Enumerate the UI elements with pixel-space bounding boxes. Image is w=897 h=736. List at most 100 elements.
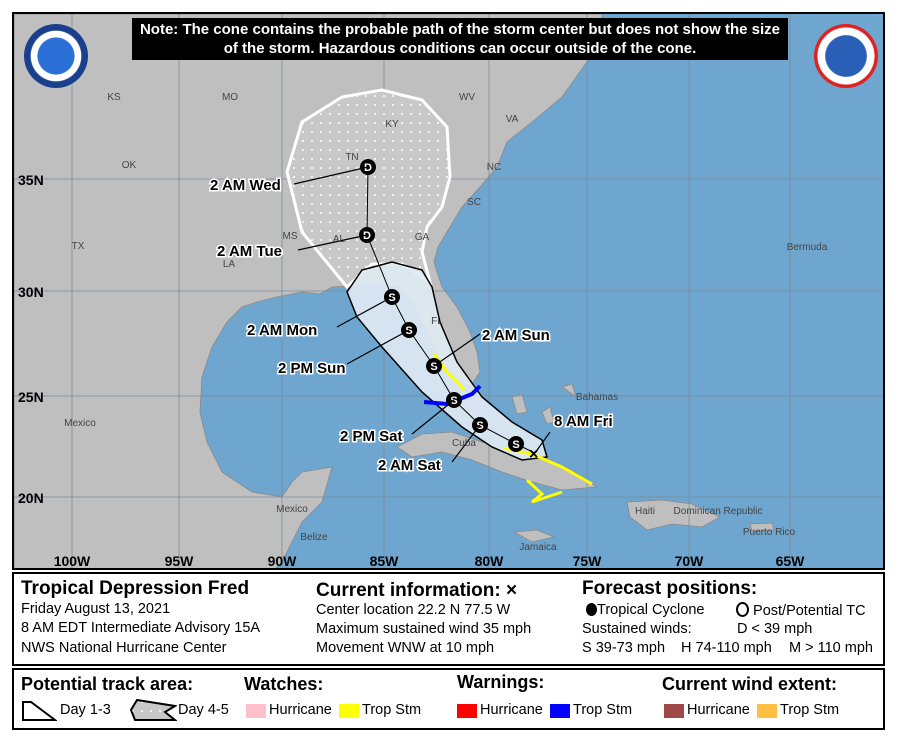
ts-warning-label: Trop Stm bbox=[573, 702, 633, 718]
day45-cone-icon bbox=[129, 698, 177, 721]
ts-watch-swatch bbox=[339, 704, 359, 718]
watches-title: Watches: bbox=[244, 674, 324, 694]
hurricane-warning-label: Hurricane bbox=[480, 702, 543, 718]
legend-post-potential: Post/Potential TC bbox=[736, 602, 866, 619]
place-label: TX bbox=[72, 241, 85, 252]
place-label: Jamaica bbox=[519, 542, 557, 553]
filled-circle-icon bbox=[586, 603, 597, 616]
land-bahamas bbox=[511, 383, 577, 425]
forecast-time-label: 2 AM Tue bbox=[217, 243, 282, 260]
track-area-title: Potential track area: bbox=[21, 674, 194, 694]
open-circle-icon bbox=[736, 602, 749, 617]
place-label: KY bbox=[385, 119, 399, 130]
land-cuba bbox=[396, 431, 599, 491]
label-leader-line bbox=[297, 234, 368, 251]
hurricane-wind-swatch bbox=[664, 704, 684, 718]
land-puerto-rico bbox=[749, 522, 775, 532]
noaa-logo bbox=[24, 24, 88, 88]
forecast-title: Forecast positions: bbox=[582, 578, 758, 599]
map: D D S S S S S × S 2 AM Wed 2 AM Tue 2 AM Mon 2 PM S… bbox=[12, 12, 885, 570]
m-range: M > 110 mph bbox=[789, 640, 873, 656]
h-range: H 74-110 mph bbox=[681, 640, 772, 656]
label-leader-line bbox=[451, 424, 481, 463]
advisory-number: 8 AM EDT Intermediate Advisory 15A bbox=[21, 620, 261, 636]
place-label: MS bbox=[283, 231, 298, 242]
place-label: LA bbox=[223, 259, 236, 270]
label-leader-line bbox=[411, 399, 455, 435]
lat-lon-grid bbox=[14, 14, 883, 568]
nws-logo bbox=[814, 24, 878, 88]
hurricane-watch-swatch bbox=[246, 704, 266, 718]
max-wind: Maximum sustained wind 35 mph bbox=[316, 621, 532, 637]
advisory-date: Friday August 13, 2021 bbox=[21, 601, 171, 617]
longitude-label: 70W bbox=[675, 553, 705, 569]
land-hispaniola bbox=[626, 499, 721, 531]
issuing-center: NWS National Hurricane Center bbox=[21, 640, 227, 656]
place-label: TN bbox=[345, 152, 358, 163]
place-label: Dominican Republic bbox=[674, 506, 763, 517]
warnings-title: Warnings: bbox=[457, 672, 545, 692]
forecast-point-symbol: S bbox=[512, 439, 519, 451]
forecast-point-symbol: S bbox=[405, 325, 412, 337]
s-range: S 39-73 mph bbox=[582, 640, 666, 656]
longitude-label: 75W bbox=[573, 553, 603, 569]
place-label: Puerto Rico bbox=[743, 527, 796, 538]
place-label: OK bbox=[122, 160, 137, 171]
d-range: D < 39 mph bbox=[737, 621, 813, 637]
longitude-label: 80W bbox=[475, 553, 505, 569]
cone-day-1-3 bbox=[346, 261, 548, 461]
forecast-point-symbol: D bbox=[364, 162, 372, 174]
sustained-winds-label: Sustained winds: bbox=[582, 621, 692, 637]
day13-cone-icon bbox=[22, 701, 57, 721]
place-label: Cuba bbox=[452, 438, 476, 449]
place-label: WV bbox=[459, 92, 475, 103]
storm-name: Tropical Depression Fred bbox=[21, 578, 250, 599]
label-leader-line bbox=[336, 296, 393, 328]
ts-warning-swatch bbox=[550, 704, 570, 718]
legend-panel: Potential track area: Day 1-3 Day 4-5 Wa… bbox=[12, 668, 885, 730]
place-label: MO bbox=[222, 92, 238, 103]
place-label: SC bbox=[467, 197, 481, 208]
wind-extent-title: Current wind extent: bbox=[662, 674, 838, 694]
latitude-label: 35N bbox=[18, 172, 44, 188]
day13-label: Day 1-3 bbox=[60, 702, 111, 718]
current-position-x-icon: × bbox=[529, 446, 538, 463]
ts-watch-label: Trop Stm bbox=[362, 702, 422, 718]
place-label: Haiti bbox=[635, 506, 655, 517]
longitude-label: 100W bbox=[54, 553, 91, 569]
place-label: NC bbox=[487, 162, 501, 173]
ts-wind-label: Trop Stm bbox=[780, 702, 840, 718]
forecast-time-label: 2 AM Mon bbox=[247, 322, 317, 339]
longitude-label: 65W bbox=[776, 553, 806, 569]
label-leader-line bbox=[346, 329, 410, 365]
label-leader-line bbox=[433, 333, 481, 367]
map-canvas: D D S S S S S × S 2 AM Wed 2 AM Tue 2 AM Mon 2 PM S… bbox=[14, 14, 883, 569]
longitude-label: 90W bbox=[268, 553, 298, 569]
place-label: KS bbox=[107, 92, 121, 103]
forecast-time-label: 2 AM Sat bbox=[378, 457, 441, 474]
forecast-point-symbol: S bbox=[388, 292, 395, 304]
place-label: Bermuda bbox=[787, 242, 828, 253]
place-label: Belize bbox=[300, 532, 328, 543]
place-label: AL bbox=[333, 234, 346, 245]
day45-label: Day 4-5 bbox=[178, 702, 229, 718]
land-us-mexico bbox=[14, 14, 603, 568]
hurricane-warning-swatch bbox=[457, 704, 477, 718]
place-label: GA bbox=[415, 232, 430, 243]
place-label: Mexico bbox=[276, 504, 308, 515]
forecast-point-symbol: S bbox=[476, 420, 483, 432]
forecast-point-symbol: S bbox=[430, 361, 437, 373]
forecast-time-label: 8 AM Fri bbox=[554, 413, 613, 430]
land-jamaica bbox=[512, 529, 556, 543]
forecast-point-symbol: S bbox=[450, 395, 457, 407]
hurricane-watch-label: Hurricane bbox=[269, 702, 332, 718]
latitude-label: 20N bbox=[18, 490, 44, 506]
cone-note: Note: The cone contains the probable pat… bbox=[132, 18, 788, 60]
forecast-time-label: 2 PM Sat bbox=[340, 428, 403, 445]
longitude-label: 85W bbox=[370, 553, 400, 569]
forecast-time-label: 2 PM Sun bbox=[278, 360, 346, 377]
center-location: Center location 22.2 N 77.5 W bbox=[316, 602, 511, 618]
storm-info-panel: Tropical Depression Fred Friday August 1… bbox=[12, 572, 885, 666]
hurricane-wind-label: Hurricane bbox=[687, 702, 750, 718]
label-leader-line bbox=[534, 431, 551, 454]
